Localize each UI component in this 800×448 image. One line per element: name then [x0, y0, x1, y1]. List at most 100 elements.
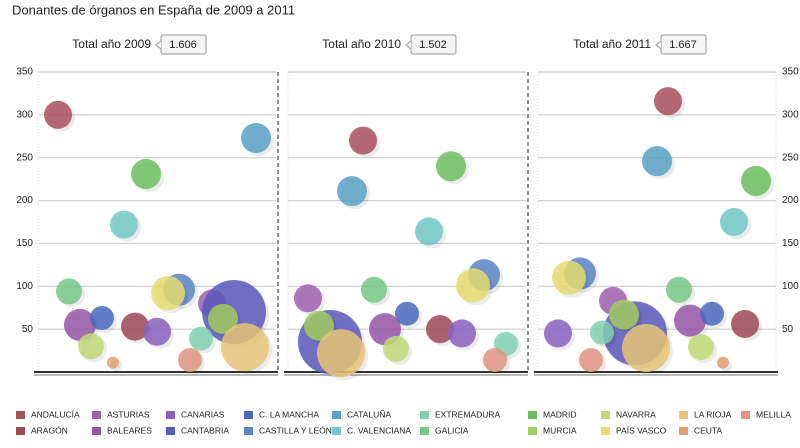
bubble — [90, 306, 114, 330]
panel-title: Total año 2010 — [322, 37, 401, 51]
legend-swatch — [420, 411, 429, 419]
bubble — [674, 304, 706, 337]
bubble — [448, 319, 476, 348]
bubble — [107, 356, 119, 369]
bubble — [700, 301, 724, 326]
bubble — [731, 310, 759, 338]
bubble — [151, 276, 185, 311]
bubble — [642, 146, 672, 177]
y-tick-label: 100 — [16, 281, 33, 292]
bubble — [579, 348, 603, 372]
bubble — [64, 308, 96, 341]
y-tick-label: 350 — [16, 67, 33, 78]
legend-swatch — [601, 427, 610, 435]
legend-label: MADRID — [543, 409, 577, 419]
legend-label: MELILLA — [756, 409, 791, 419]
y-tick-label: 200 — [16, 195, 33, 206]
legend-label: NAVARRA — [616, 409, 656, 419]
bubble — [544, 319, 572, 348]
legend-label: ARAGÓN — [31, 425, 68, 435]
y-tick-label-right: 50 — [782, 324, 794, 335]
bubble — [720, 208, 748, 236]
bubble — [436, 151, 466, 182]
legend-swatch — [166, 427, 175, 435]
legend-label: CANTABRIA — [181, 425, 229, 435]
chart-title: Donantes de órganos en España de 2009 a … — [12, 2, 295, 17]
y-tick-label: 250 — [16, 152, 33, 163]
bubble — [456, 268, 490, 303]
bubble — [178, 348, 202, 372]
bubble — [483, 348, 507, 372]
panel-total: 1.502 — [419, 39, 447, 51]
bubble — [294, 284, 322, 313]
legend-swatch — [166, 411, 175, 419]
legend-label: C. VALENCIANA — [347, 425, 411, 435]
bubble — [317, 329, 365, 378]
bubble — [654, 87, 682, 116]
legend-swatch — [244, 411, 253, 419]
bubble — [304, 310, 334, 341]
bubble — [395, 301, 419, 326]
bubble — [609, 299, 639, 330]
panel-title: Total año 2011 — [573, 37, 651, 51]
panel-bubbles — [44, 100, 274, 375]
legend-swatch — [16, 411, 25, 419]
bubble — [121, 312, 149, 341]
legend-swatch — [528, 411, 537, 419]
panel-total: 1.606 — [169, 39, 197, 51]
legend-label: CATALUÑA — [347, 409, 391, 419]
y-tick-label-right: 250 — [782, 152, 799, 163]
legend-swatch — [244, 427, 253, 435]
bubble — [131, 159, 161, 189]
y-tick-label-right: 200 — [782, 195, 799, 206]
y-tick-label-right: 150 — [782, 238, 799, 249]
bubble — [666, 276, 692, 303]
total-pointer — [655, 40, 662, 50]
bubble — [189, 326, 213, 351]
bubble — [208, 303, 238, 334]
bubble — [143, 317, 171, 346]
legend-label: C. LA MANCHA — [259, 409, 319, 419]
y-tick-label-right: 100 — [782, 281, 799, 292]
legend-swatch — [332, 411, 341, 419]
legend-label: CANARIAS — [181, 409, 225, 419]
bubble — [688, 334, 714, 361]
legend-swatch — [679, 411, 688, 419]
bubble — [717, 356, 729, 369]
panel-bubbles — [294, 126, 521, 381]
total-pointer — [155, 40, 162, 50]
legend-label: CEUTA — [694, 425, 723, 435]
bubble — [44, 100, 72, 129]
bubble — [741, 165, 771, 196]
y-tick-label-right: 300 — [782, 109, 799, 120]
legend-label: ASTURIAS — [107, 409, 150, 419]
bubble — [241, 123, 271, 153]
bubble — [383, 335, 409, 362]
bubble — [221, 323, 269, 372]
y-tick-label: 300 — [16, 109, 33, 120]
bubble — [590, 320, 614, 345]
bubble — [349, 126, 377, 155]
panel-total: 1.667 — [669, 39, 697, 51]
bubble — [56, 278, 82, 305]
bubble — [552, 260, 586, 295]
legend-swatch — [679, 427, 688, 435]
bubble — [622, 324, 670, 372]
panel-title: Total año 2009 — [72, 37, 151, 51]
legend-swatch — [16, 427, 25, 435]
y-tick-label: 150 — [16, 238, 33, 249]
panel-bubbles — [544, 87, 774, 375]
bubble — [415, 217, 443, 246]
legend-swatch — [92, 411, 101, 419]
bubble — [78, 333, 104, 360]
legend-label: EXTREMADURA — [435, 409, 501, 419]
bubble — [361, 276, 387, 303]
legend-label: CASTILLA Y LEÓN — [259, 425, 332, 435]
total-pointer — [405, 40, 412, 50]
legend-swatch — [332, 427, 341, 435]
legend-label: LA RIOJA — [694, 409, 732, 419]
bubble — [426, 315, 454, 344]
legend-swatch — [528, 427, 537, 435]
